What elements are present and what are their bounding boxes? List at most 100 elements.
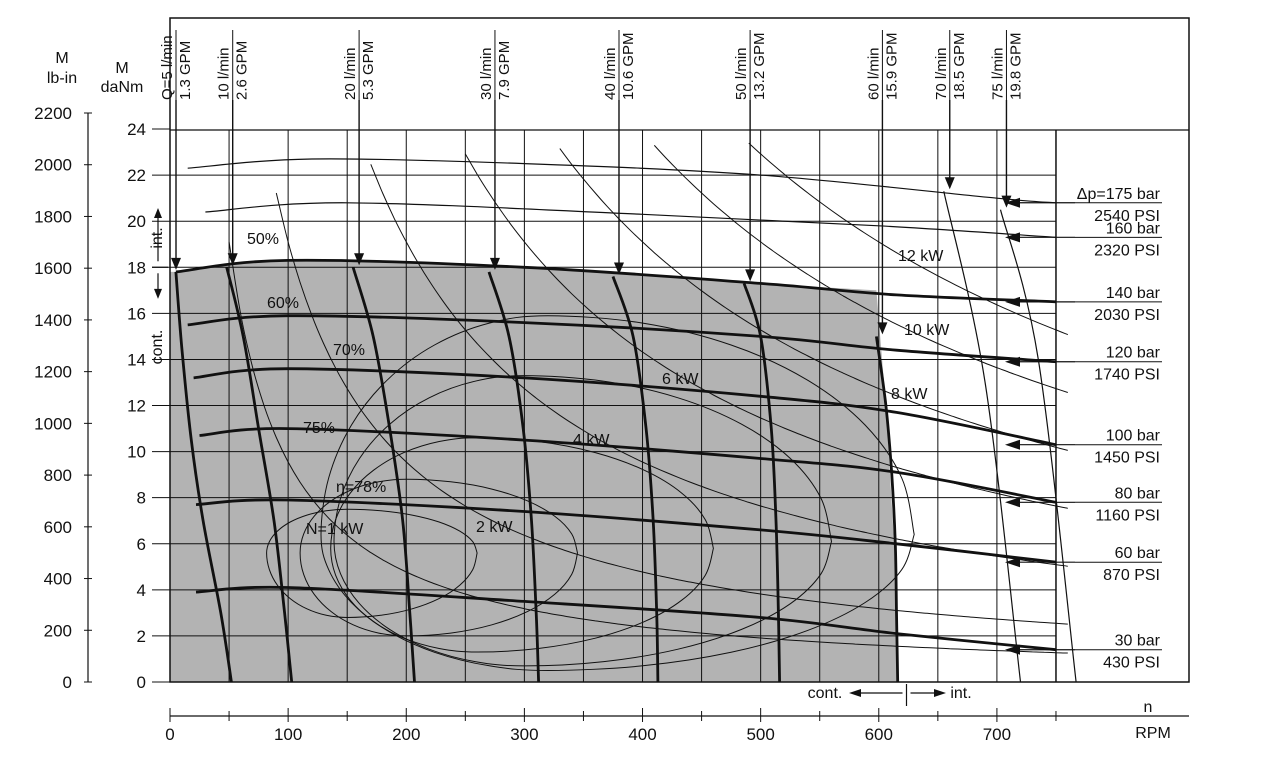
y-tick-label-lbin: 0 [63,673,72,692]
y-tick-label-lbin: 200 [44,621,72,640]
pressure-line-3 [187,314,1057,364]
flow-line-1 [225,266,294,683]
pressure-label-psi: 2540 PSI [1094,208,1160,225]
grid [170,129,1189,682]
flow-arrow-head [745,269,756,282]
x-tick-label: 200 [392,725,420,744]
x-tick-label: 600 [865,725,893,744]
y-tick-label-danm: 14 [127,350,146,369]
y-tick-label-lbin: 1800 [34,207,72,226]
flow-label-imperial: 18.5 GPM [951,32,968,100]
power-curve-10kW [653,144,1068,393]
pressure-label-bar: 160 bar [1106,220,1161,237]
y-tick-label-danm: 20 [127,212,146,231]
flow-label-metric: 30 l/min [478,47,495,100]
flow-line-5 [742,282,781,683]
int-speed-arrow-head [934,689,946,697]
flow-label-imperial: 7.9 GPM [496,41,513,100]
efficiency-label-70: 70% [333,342,365,359]
pressure-line-6 [195,498,1057,564]
torque-int-label: int. [149,227,166,248]
flow-lines: Q=5 l/min 1.3 GPM 10 l/min 2.6 GPM 20 l/min 5… [159,30,1077,683]
flow-label-imperial: 10.6 GPM [620,32,637,100]
power-curve-2kW [275,192,1068,625]
flow-label-metric: 20 l/min [342,47,359,100]
pressure-label-bar: 30 bar [1115,633,1161,650]
y-tick-label-danm: 18 [127,258,146,277]
pressure-arrow-head [1005,232,1020,243]
int-arrow-head [154,207,162,218]
x-tick-label: 500 [746,725,774,744]
continuous-region [170,260,898,682]
y-tick-label-danm: 8 [137,489,146,508]
power-label-12: 12 kW [898,248,944,265]
efficiency-contour-2 [330,437,714,653]
y-axis-lbin-unit: lb-in [47,70,77,87]
power-label-6: 6 kW [662,371,699,388]
flow-line-7 [943,191,1022,683]
y-axis-lbin-label: M [55,50,68,67]
y-tick-label-danm: 4 [137,581,146,600]
efficiency-contour-4 [266,508,478,619]
cont-arrow-head [154,288,162,299]
x-tick-label: 100 [274,725,302,744]
y-tick-label-lbin: 600 [44,518,72,537]
pressure-arrow-head [1005,439,1020,450]
pressure-label-bar: 100 bar [1106,428,1161,445]
speed-int-label: int. [950,685,971,702]
flow-arrow-head [227,253,238,266]
flow-line-4 [611,276,660,683]
flow-line-0 [174,271,233,683]
pressure-arrow-head [1005,296,1020,307]
flow-line-2 [351,266,416,683]
flow-label-metric: 75 l/min [989,47,1006,100]
power-label-8: 8 kW [891,386,928,403]
efficiency-contour-0 [320,315,915,672]
y-tick-label-danm: 24 [127,120,146,139]
y-tick-label-danm: 10 [127,443,146,462]
pressure-label-bar: 140 bar [1106,285,1161,302]
flow-arrow-head [877,322,888,335]
flow-label-metric: 40 l/min [602,47,619,100]
x-axis-label: n [1144,699,1153,716]
continuous-region-fill [170,260,898,682]
pressure-arrow-head [1005,356,1020,367]
efficiency-label-50: 50% [247,231,279,248]
flow-arrow-head [489,257,500,270]
y-tick-label-lbin: 1200 [34,363,72,382]
pressure-label-psi: 2320 PSI [1094,242,1160,259]
flow-label-imperial: 2.6 GPM [234,41,251,100]
y-tick-label-danm: 22 [127,166,146,185]
plot-frame [169,17,1190,683]
efficiency-label-75: 75% [303,420,335,437]
y-tick-label-danm: 2 [137,627,146,646]
flow-label-metric: Q=5 l/min [159,35,176,100]
y-axis-danm-unit: daNm [101,79,144,96]
pressure-label-bar: 60 bar [1115,545,1161,562]
flow-arrow-head [613,262,624,275]
x-tick-label: 400 [628,725,656,744]
flow-line-6 [875,336,900,683]
flow-label-imperial: 15.9 GPM [883,32,900,100]
efficiency-contour-1 [333,375,833,667]
power-label-1: N=1 kW [306,521,364,538]
pressure-line-2 [175,258,1057,304]
efficiency-contour-3 [299,478,579,637]
y-tick-label-danm: 6 [137,535,146,554]
power-curve-1kW [228,241,1068,654]
pressure-label-bar: 120 bar [1106,345,1161,362]
pressure-label-psi: 1740 PSI [1094,367,1160,384]
pressure-line-0 [187,158,1057,204]
flow-arrow-head [1001,195,1012,208]
flow-arrow-head [354,253,365,266]
efficiency-label-78: η=78% [336,479,386,496]
flow-arrow-head [171,257,181,270]
labels: M lb-in M daNm n RPM int. cont. cont. in… [47,50,1171,742]
x-axis-unit: RPM [1135,725,1171,742]
y-tick-label-lbin: 1000 [34,414,72,433]
flow-label-metric: 10 l/min [216,47,233,100]
pressure-label-psi: 430 PSI [1103,655,1160,672]
y-tick-label-lbin: 2000 [34,156,72,175]
pressure-label-psi: 2030 PSI [1094,307,1160,324]
